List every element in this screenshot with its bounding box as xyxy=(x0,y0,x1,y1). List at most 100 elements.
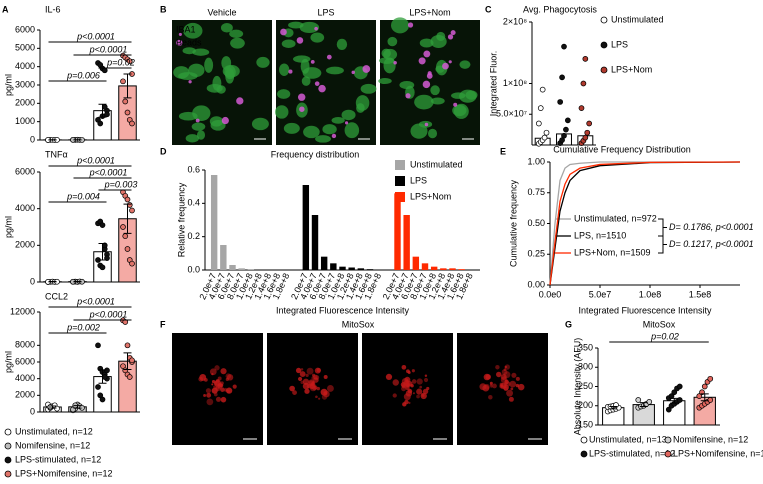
data-point xyxy=(129,357,135,364)
mito-signal xyxy=(503,384,509,391)
chart-title: Avg. Phagocytosis xyxy=(523,4,597,14)
bar xyxy=(229,265,236,270)
data-point xyxy=(676,397,683,403)
data-point xyxy=(99,264,106,271)
significance-label: p=0.02 xyxy=(650,331,679,341)
chart-title: TNFα xyxy=(45,149,68,159)
panel-label: G xyxy=(565,319,572,329)
cell xyxy=(279,63,290,77)
bead xyxy=(236,97,244,105)
cell xyxy=(322,124,337,135)
image-title: Vehicle xyxy=(207,7,236,17)
y-axis-label: pg/ml xyxy=(3,216,13,238)
cell xyxy=(188,63,205,77)
x-axis-label: Integrated Fluorescence Intensity xyxy=(578,305,712,315)
mito-signal xyxy=(503,368,507,372)
cell xyxy=(341,109,356,121)
data-point xyxy=(707,397,714,403)
comparison-bracket xyxy=(658,218,667,237)
error-bar xyxy=(98,103,107,118)
y-tick-label: 1×10⁸ xyxy=(503,78,527,88)
cell xyxy=(173,66,190,79)
bar xyxy=(210,175,218,270)
data-point xyxy=(563,126,569,133)
significance-label: p<0.0001 xyxy=(76,31,115,41)
error-bar xyxy=(48,405,57,409)
cell xyxy=(356,103,365,113)
y-tick-label: 2×10⁸ xyxy=(503,16,527,26)
mito-signal xyxy=(292,390,297,395)
legend-label: LPS xyxy=(611,39,628,49)
error-bar xyxy=(123,352,132,370)
bead xyxy=(331,133,337,139)
cell xyxy=(427,128,438,139)
panel-label: A xyxy=(2,4,9,14)
bead xyxy=(393,60,397,65)
bead xyxy=(314,26,318,31)
significance-label: p=0.003 xyxy=(104,179,138,189)
mito-signal xyxy=(326,385,334,392)
bead xyxy=(175,39,183,47)
mito-signal xyxy=(211,387,218,394)
bar xyxy=(357,268,365,270)
mito-signal xyxy=(385,373,393,381)
panel-title: MitoSox xyxy=(342,319,375,329)
data-point xyxy=(671,389,678,396)
cell xyxy=(178,111,198,121)
cell xyxy=(275,105,289,119)
data-point xyxy=(561,132,567,139)
panel-label: F xyxy=(160,319,166,329)
legend-label: Nomifensine, n=12 xyxy=(673,434,748,444)
mito-signal xyxy=(310,386,313,390)
data-point xyxy=(122,233,129,240)
mito-signal xyxy=(416,378,423,385)
bead xyxy=(221,116,229,125)
bead xyxy=(450,30,456,36)
y-tick-label: 250 xyxy=(578,381,593,391)
bar xyxy=(220,245,227,270)
y-tick-label: 200 xyxy=(578,400,593,410)
error-bar xyxy=(73,405,82,409)
data-point xyxy=(54,405,60,412)
legend-label: Unstimulated, n=13 xyxy=(589,434,667,444)
bead xyxy=(362,65,371,73)
cell xyxy=(277,89,291,99)
mito-signal xyxy=(214,365,220,371)
bead xyxy=(314,81,320,86)
data-point xyxy=(129,120,135,127)
mito-signal xyxy=(401,364,407,370)
legend-label: LPS+Nom, n=1509 xyxy=(574,247,651,257)
y-tick-label: 6000 xyxy=(15,24,35,34)
bead xyxy=(426,73,433,79)
cell xyxy=(229,29,244,38)
bead xyxy=(318,84,326,93)
chart-title: MitoSox xyxy=(643,319,676,329)
data-point xyxy=(120,78,126,85)
cell xyxy=(192,48,210,56)
mito-signal xyxy=(495,371,502,378)
significance-label: p=0.02 xyxy=(106,57,135,67)
x-tick-label: 0.0e0 xyxy=(539,289,562,299)
significance-label: p=0.006 xyxy=(66,70,100,80)
error-bar xyxy=(700,393,709,402)
data-point xyxy=(539,86,546,93)
data-point xyxy=(104,255,110,262)
bead xyxy=(418,57,426,65)
y-tick-label: 12000 xyxy=(10,306,35,316)
data-point xyxy=(578,105,585,111)
legend-marker xyxy=(580,450,588,458)
legend-swatch xyxy=(395,176,405,186)
image-label: Nom xyxy=(271,335,290,345)
data-point xyxy=(582,134,589,141)
data-point xyxy=(537,105,544,111)
error-bar xyxy=(670,397,679,404)
mito-signal xyxy=(213,385,218,389)
mito-signal xyxy=(504,379,509,384)
data-point xyxy=(126,58,133,65)
y-tick-label: 5.0×10⁷ xyxy=(496,109,527,119)
panel-label: B xyxy=(160,4,167,14)
cell xyxy=(325,66,344,75)
legend-label: LPS+Nom xyxy=(410,191,451,201)
mito-signal xyxy=(300,368,304,371)
